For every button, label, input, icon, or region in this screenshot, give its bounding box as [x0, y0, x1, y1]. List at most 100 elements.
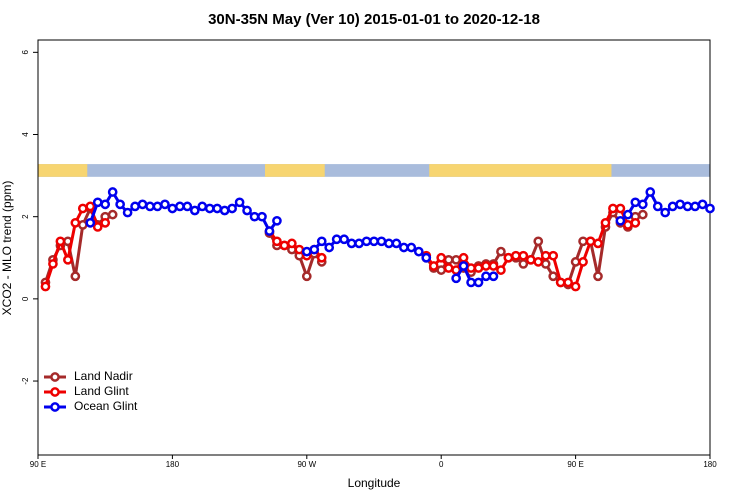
series-point — [301, 271, 312, 282]
series-point — [115, 199, 125, 210]
series-point — [242, 205, 252, 216]
series-point — [563, 277, 573, 288]
series-point — [630, 217, 641, 228]
series-point — [466, 263, 476, 273]
series-point — [578, 236, 588, 247]
series-point — [55, 236, 66, 247]
series-point — [77, 220, 88, 230]
series-point — [705, 203, 715, 214]
series-point — [361, 236, 372, 247]
y-tick-label: 6 — [21, 50, 30, 55]
series-point — [70, 271, 81, 282]
series-point — [533, 236, 544, 247]
series-point — [376, 236, 387, 247]
x-tick-label: 180 — [703, 460, 717, 469]
series-point — [428, 261, 439, 271]
y-axis-label: XCO2 - MLO trend (ppm) — [0, 181, 14, 316]
series-point — [92, 197, 103, 208]
series-point — [100, 199, 111, 210]
series-point — [436, 252, 447, 263]
series-point — [145, 201, 155, 212]
series-point — [406, 242, 417, 253]
series-point — [234, 197, 245, 208]
legend-label: Ocean Glint — [74, 399, 138, 413]
series-point — [451, 254, 461, 265]
series-point — [70, 217, 81, 228]
land-strip — [264, 164, 325, 177]
series-point — [182, 201, 193, 212]
series-point — [264, 226, 275, 236]
series-point — [85, 201, 96, 212]
series-point — [645, 187, 656, 197]
series-point — [697, 199, 708, 210]
y-tick-label: 2 — [21, 214, 30, 219]
series-point — [339, 234, 349, 245]
series-point — [279, 240, 290, 251]
series-point — [570, 281, 581, 292]
series-point — [294, 244, 305, 255]
series-point — [257, 211, 267, 222]
y-tick-label: 4 — [21, 132, 30, 137]
series-point — [593, 238, 603, 249]
series-point — [63, 254, 73, 265]
x-tick-label: 90 E — [30, 460, 46, 469]
series-point — [496, 246, 506, 257]
series-point — [167, 203, 178, 214]
series-point — [600, 217, 611, 228]
x-axis-label: Longitude — [348, 476, 401, 490]
series-point — [518, 250, 529, 261]
series-point — [40, 281, 51, 292]
legend-marker — [50, 387, 60, 397]
series-point — [249, 211, 260, 222]
series-point — [637, 209, 648, 220]
series-point — [533, 257, 544, 267]
series-point — [466, 277, 476, 288]
series-point — [540, 250, 551, 261]
series-point — [473, 277, 484, 288]
x-tick-label: 0 — [439, 460, 444, 469]
series-point — [287, 238, 297, 249]
series-point — [399, 242, 409, 253]
series-point — [324, 242, 335, 253]
series-point — [369, 236, 379, 247]
series-point — [92, 222, 103, 232]
series-point — [555, 277, 566, 288]
land-strip — [429, 164, 612, 177]
legend-label: Land Nadir — [74, 369, 133, 383]
series-point — [615, 215, 626, 226]
series-point — [227, 203, 237, 214]
series-point — [458, 261, 469, 271]
series-point — [443, 263, 454, 273]
series-point — [615, 203, 626, 214]
series-point — [488, 261, 499, 271]
series-point — [451, 273, 461, 284]
series-point — [630, 197, 641, 208]
series-point — [413, 246, 424, 257]
series-point — [458, 252, 469, 263]
legend-marker — [50, 402, 60, 412]
series-point — [272, 236, 282, 247]
series-point — [652, 201, 663, 212]
series-point — [585, 236, 596, 247]
x-tick-label: 90 E — [567, 460, 583, 469]
series-point — [152, 201, 163, 212]
legend-label: Land Glint — [74, 384, 129, 398]
series-point — [204, 203, 215, 214]
series-point — [503, 252, 514, 263]
chart-title: 30N-35N May (Ver 10) 2015-01-01 to 2020-… — [208, 11, 540, 28]
series-point — [346, 238, 357, 249]
series-point — [160, 199, 170, 210]
series-point — [122, 207, 133, 218]
series-point — [623, 220, 633, 230]
series-point — [354, 238, 364, 249]
y-tick-label: 0 — [21, 296, 30, 301]
series-point — [384, 238, 394, 249]
series-point — [100, 217, 111, 228]
series-point — [593, 271, 603, 282]
series-point — [272, 215, 282, 226]
series-point — [481, 261, 491, 271]
series-point — [578, 257, 588, 267]
series-point — [107, 187, 118, 197]
series-point — [48, 259, 58, 269]
